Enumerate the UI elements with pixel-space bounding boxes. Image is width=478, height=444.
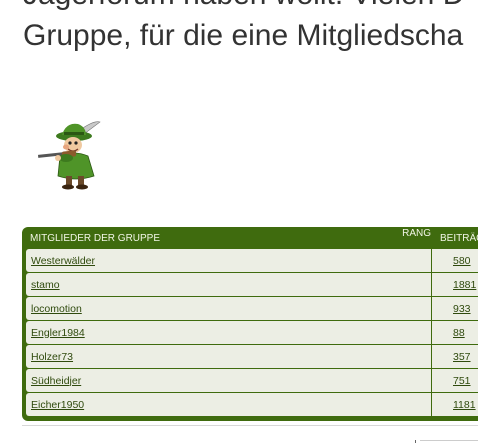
member-name-link[interactable]: Engler1984 (31, 326, 85, 339)
member-name-link[interactable]: Eicher1950 (31, 398, 85, 411)
member-posts-link[interactable]: 1881 (453, 278, 477, 291)
table-row: Westerwälder 580 (26, 249, 478, 272)
member-name-link[interactable]: Westerwälder (31, 254, 95, 267)
table-header: Mitglieder der Gruppe Rang Beiträge (26, 227, 478, 249)
member-name-link[interactable]: Südheidjer (31, 374, 82, 387)
header-posts-label: Beiträge (440, 232, 478, 244)
header-members-label: Mitglieder der Gruppe (30, 232, 161, 244)
group-description: Jägerforum haben wollt. Vielen D Gruppe,… (23, 0, 464, 56)
member-posts-link[interactable]: 580 (453, 254, 471, 267)
hunter-with-rifle-icon (36, 118, 106, 192)
divider-mark (415, 440, 416, 443)
next-section-edge (420, 440, 478, 444)
table-row: Holzer73 357 (26, 345, 478, 368)
table-row: Engler1984 88 (26, 321, 478, 344)
member-posts-link[interactable]: 933 (453, 302, 471, 315)
header-rank-label: Rang (402, 227, 431, 239)
table-row: Eicher1950 1181 (26, 393, 478, 416)
group-description-line-1: Jägerforum haben wollt. Vielen D (23, 0, 464, 15)
group-members-table: Mitglieder der Gruppe Rang Beiträge West… (22, 227, 478, 421)
member-name-link[interactable]: Holzer73 (31, 350, 74, 363)
table-row: stamo 1881 (26, 273, 478, 296)
member-name-link[interactable]: stamo (31, 278, 60, 291)
group-description-line-2: Gruppe, für die eine Mitgliedscha (23, 19, 464, 52)
member-posts-link[interactable]: 1181 (453, 398, 476, 411)
table-row: locomotion 933 (26, 297, 478, 320)
member-posts-link[interactable]: 751 (453, 374, 471, 387)
member-name-link[interactable]: locomotion (31, 302, 82, 315)
section-divider (22, 425, 478, 426)
member-posts-link[interactable]: 88 (453, 326, 465, 339)
table-row: Südheidjer 751 (26, 369, 478, 392)
member-posts-link[interactable]: 357 (453, 350, 471, 363)
